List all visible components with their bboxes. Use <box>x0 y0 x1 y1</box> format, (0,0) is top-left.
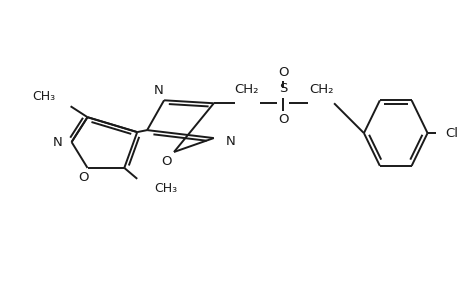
Text: N: N <box>53 136 62 148</box>
Text: Cl: Cl <box>444 127 458 140</box>
Text: CH₃: CH₃ <box>33 90 56 103</box>
Text: S: S <box>279 82 287 95</box>
Text: N: N <box>225 135 235 148</box>
Text: O: O <box>161 155 171 168</box>
Text: O: O <box>78 171 89 184</box>
Text: CH₂: CH₂ <box>308 83 333 96</box>
Text: O: O <box>278 66 288 80</box>
Text: O: O <box>278 113 288 126</box>
Text: CH₃: CH₃ <box>154 182 177 195</box>
Text: N: N <box>154 84 163 97</box>
Text: CH₂: CH₂ <box>234 83 258 96</box>
